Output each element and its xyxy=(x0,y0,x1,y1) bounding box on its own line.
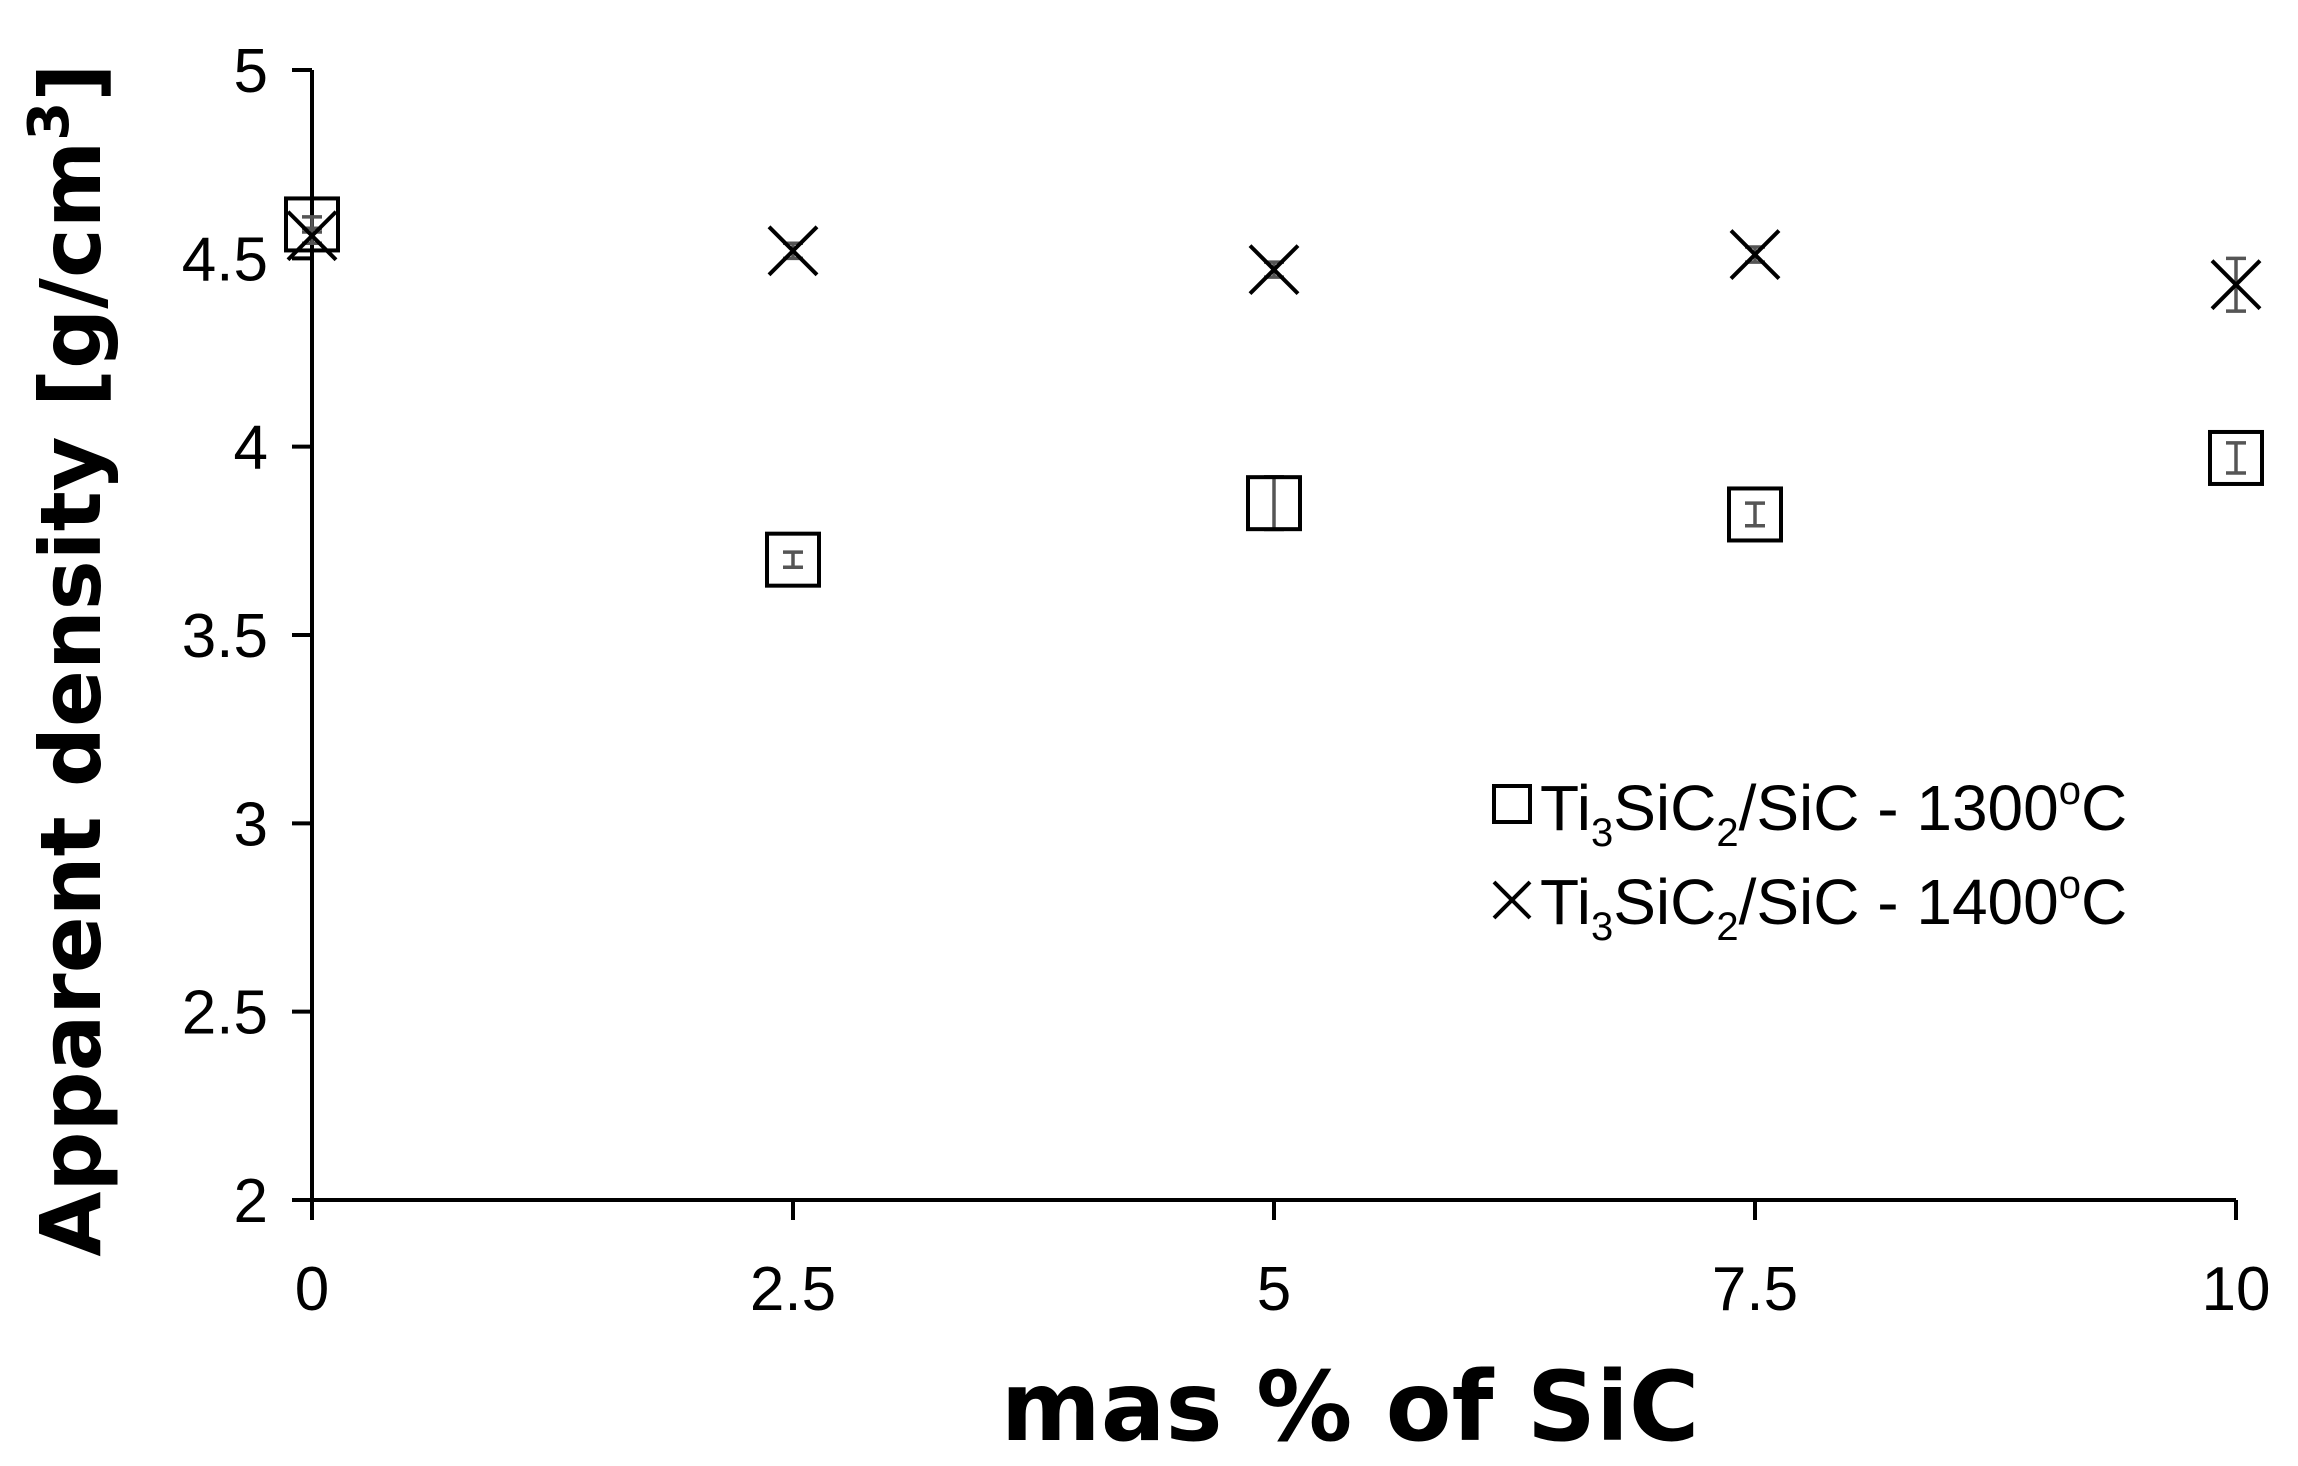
x-tick-label-3: 7.5 xyxy=(1712,1255,1798,1324)
point-s1400-2 xyxy=(1248,244,1300,296)
axes: 2 2.5 3 3.5 4 4.5 5 0 2.5 5 7.5 10 xyxy=(182,37,2271,1324)
x-axis-title: mas % of SiC xyxy=(1001,1351,1700,1463)
point-s1300-3 xyxy=(1727,486,1783,543)
point-s1300-4 xyxy=(2208,429,2264,486)
legend-marker-x-icon xyxy=(1492,880,1532,920)
point-s1400-0 xyxy=(286,210,338,262)
legend-label-1400: Ti3SiC2/SiC - 1400oC xyxy=(1540,863,2127,949)
legend-marker-square-icon xyxy=(1492,784,1532,824)
point-s1400-3 xyxy=(1729,229,1781,280)
error-bar-s1300-3 xyxy=(1745,501,1765,528)
y-tick-label-3: 3.5 xyxy=(182,602,268,671)
legend: Ti3SiC2/SiC - 1300oC Ti3SiC2/SiC - 1400o… xyxy=(1492,769,2127,949)
point-s1300-2 xyxy=(1246,475,1302,532)
x-tick-label-1: 2.5 xyxy=(750,1255,836,1324)
point-s1300-0 xyxy=(284,196,340,253)
series-s1400 xyxy=(286,210,2262,313)
point-s1300-1 xyxy=(765,531,821,588)
legend-label-1300: Ti3SiC2/SiC - 1300oC xyxy=(1540,769,2127,855)
y-tick-label-5: 4.5 xyxy=(182,225,268,294)
error-bar-s1300-2 xyxy=(1264,475,1284,532)
point-s1400-1 xyxy=(767,225,819,277)
y-tick-label-2: 3 xyxy=(234,790,268,859)
series-s1300 xyxy=(284,196,2264,588)
y-axis-title: Apparent density [g/cm3] xyxy=(17,63,120,1256)
error-bar-s1300-4 xyxy=(2226,441,2246,475)
y-tick-label-4: 4 xyxy=(234,414,268,483)
x-tick-label-4: 10 xyxy=(2202,1255,2271,1324)
legend-item-1300: Ti3SiC2/SiC - 1300oC xyxy=(1492,769,2127,855)
y-tick-label-0: 2 xyxy=(234,1167,268,1236)
y-tick-label-6: 5 xyxy=(234,37,268,106)
y-tick-label-1: 2.5 xyxy=(182,979,268,1048)
x-tick-label-2: 5 xyxy=(1257,1255,1291,1324)
data-marks xyxy=(284,196,2264,588)
error-bar-s1300-1 xyxy=(783,550,803,569)
point-s1400-4 xyxy=(2210,259,2262,311)
x-tick-label-0: 0 xyxy=(295,1255,329,1324)
legend-item-1400: Ti3SiC2/SiC - 1400oC xyxy=(1492,863,2127,949)
